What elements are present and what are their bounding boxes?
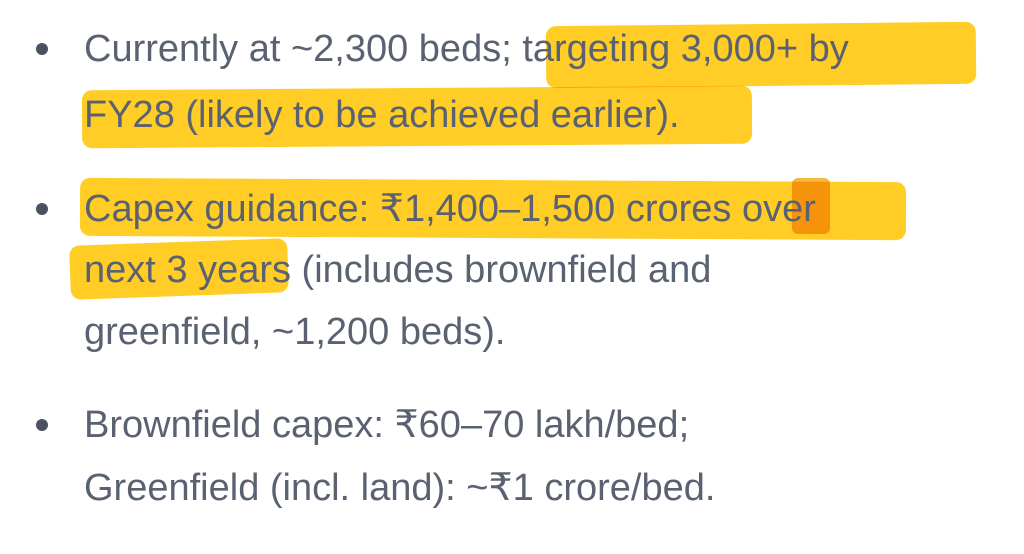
bullet-icon: [36, 419, 48, 431]
list-item-line: next 3 years (includes brownfield and: [84, 249, 712, 291]
list-item-line: Currently at ~2,300 beds; targeting 3,00…: [84, 28, 849, 70]
bullet-icon: [36, 203, 48, 215]
list-item-line: FY28 (likely to be achieved earlier).: [84, 94, 680, 136]
list-item-line: Brownfield capex: ₹60–70 lakh/bed;: [84, 404, 690, 446]
highlight-overlap-mark: [792, 178, 830, 234]
list-item-line: Greenfield (incl. land): ~₹1 crore/bed.: [84, 467, 716, 509]
list-item-line: greenfield, ~1,200 beds).: [84, 311, 506, 353]
list-item-line: Capex guidance: ₹1,400–1,500 crores over: [84, 188, 816, 230]
bullet-icon: [36, 43, 48, 55]
